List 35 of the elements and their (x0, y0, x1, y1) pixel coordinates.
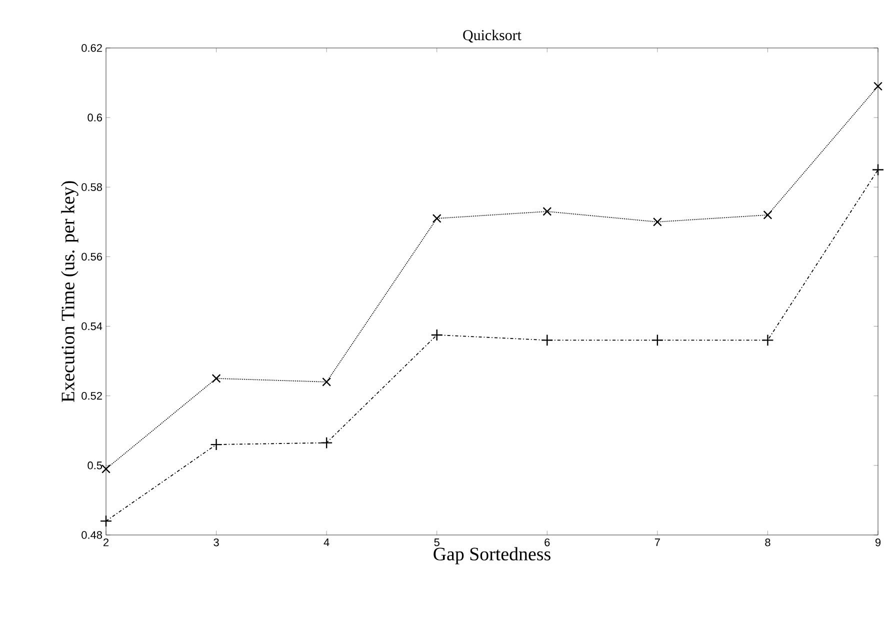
y-tick-label: 0.56 (82, 252, 102, 261)
y-tick-label: 0.6 (88, 114, 102, 122)
x-tick-label: 2 (104, 538, 109, 546)
point (762, 334, 774, 346)
point (651, 334, 664, 346)
x-tick-label: 7 (654, 538, 660, 546)
point (322, 377, 332, 386)
x-tick-label: 8 (765, 538, 770, 546)
point (763, 210, 772, 220)
point (542, 207, 552, 216)
point (212, 374, 221, 383)
x-tick-label: 5 (434, 538, 440, 546)
x-axis-title: Gap Sortedness (434, 547, 550, 564)
point (430, 328, 443, 342)
point (100, 514, 112, 528)
y-tick-label: 0.52 (82, 392, 102, 400)
y-tick-label: 0.48 (82, 531, 102, 539)
point (874, 82, 882, 91)
y-tick-label: 0.58 (82, 183, 102, 192)
point (320, 436, 333, 449)
y-tick-label: 0.62 (82, 44, 102, 52)
point (872, 164, 884, 176)
chart-title: Quicksort (463, 30, 522, 42)
y-axis-title: Execution Time (us. per key) (61, 181, 78, 402)
point (102, 464, 110, 474)
point (432, 214, 442, 223)
point (210, 438, 222, 451)
x-tick-label: 3 (214, 538, 219, 546)
x-tick-label: 4 (324, 538, 330, 546)
point (541, 334, 554, 346)
y-tick-label: 0.54 (82, 322, 102, 330)
y-tick-label: 0.5 (88, 462, 102, 470)
x-tick-label: 6 (544, 538, 550, 546)
x-tick-label: 9 (875, 538, 881, 546)
point (652, 217, 662, 226)
